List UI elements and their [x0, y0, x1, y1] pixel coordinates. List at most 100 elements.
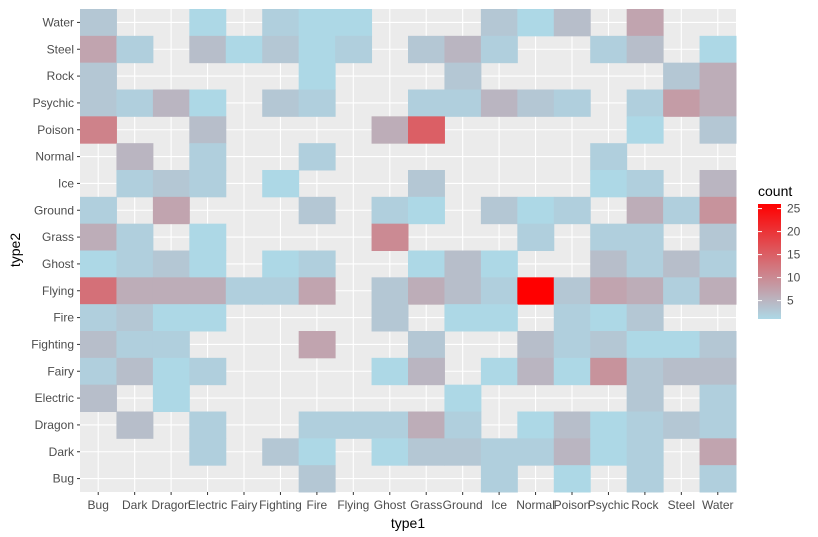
heatmap-cell	[480, 9, 518, 37]
heatmap-cell	[408, 411, 445, 439]
x-tick-label: Flying	[337, 498, 369, 512]
heatmap-cell	[480, 35, 518, 64]
heatmap-cell	[699, 223, 737, 251]
heatmap-cell	[408, 250, 445, 278]
heatmap-cell	[298, 331, 336, 359]
heatmap-cell	[116, 250, 154, 278]
heatmap-cell	[371, 223, 409, 251]
heatmap-cell	[444, 277, 482, 305]
x-tick-label: Fighting	[259, 498, 302, 512]
heatmap-cell	[553, 304, 591, 332]
heatmap-cell	[590, 438, 628, 466]
y-tick-label: Grass	[42, 230, 74, 244]
y-tick-label: Ice	[58, 176, 74, 190]
x-tick-label: Poison	[554, 498, 591, 512]
heatmap-cell	[517, 277, 555, 305]
heatmap-cell	[699, 116, 737, 144]
x-tick-label: Dark	[122, 498, 148, 512]
heatmap-cell	[553, 9, 591, 37]
heatmap-cell	[480, 196, 518, 225]
x-tick-label: Psychic	[588, 498, 629, 512]
heatmap-cell	[480, 89, 518, 117]
heatmap-cell	[189, 89, 227, 117]
heatmap-cell	[663, 196, 701, 225]
heatmap-cell	[298, 277, 336, 305]
heatmap-cell	[444, 89, 482, 117]
x-tick-label: Ghost	[374, 498, 407, 512]
heatmap-cell	[699, 170, 737, 198]
heatmap-cell	[80, 331, 117, 359]
heatmap-cell	[189, 277, 227, 305]
heatmap-cell	[699, 62, 737, 90]
heatmap-cell	[116, 304, 154, 332]
heatmap-cell	[626, 9, 664, 37]
heatmap-cell	[626, 384, 664, 412]
heatmap-cell	[444, 62, 482, 90]
x-tick-label: Grass	[410, 498, 442, 512]
y-tick-label: Bug	[53, 472, 74, 486]
heatmap-cell	[444, 411, 482, 439]
heatmap-cell	[553, 277, 591, 305]
heatmap-cell	[116, 143, 154, 171]
heatmap-cell	[152, 196, 190, 225]
heatmap-cell	[626, 170, 664, 198]
heatmap-cell	[408, 196, 445, 225]
x-axis-title: type1	[391, 515, 425, 531]
legend-label: 15	[787, 248, 801, 262]
heatmap-cell	[590, 250, 628, 278]
y-axis-title: type2	[7, 233, 23, 267]
y-tick-label: Fighting	[31, 337, 74, 351]
x-tick-label: Electric	[188, 498, 227, 512]
y-tick-label: Dark	[49, 445, 75, 459]
x-tick-label: Bug	[88, 498, 109, 512]
heatmap-cell	[590, 277, 628, 305]
x-tick-label: Steel	[668, 498, 695, 512]
heatmap-cell	[408, 89, 445, 117]
heatmap-cell	[699, 438, 737, 466]
heatmap-cell	[480, 465, 518, 493]
heatmap-cell	[444, 250, 482, 278]
heatmap-cell	[189, 143, 227, 171]
heatmap-cell	[116, 357, 154, 386]
y-tick-label: Poison	[37, 123, 74, 137]
heatmap-cell	[626, 35, 664, 64]
heatmap-cell	[626, 331, 664, 359]
heatmap-cell	[80, 223, 117, 251]
heatmap-cell	[590, 143, 628, 171]
heatmap-cell	[152, 250, 190, 278]
x-tick-label: Dragon	[151, 498, 190, 512]
heatmap-cell	[189, 35, 227, 64]
heatmap-cell	[189, 170, 227, 198]
heatmap-cell	[225, 277, 263, 305]
heatmap-cell	[80, 384, 117, 412]
y-tick-label: Fairy	[47, 364, 74, 378]
legend-title: count	[758, 183, 792, 199]
heatmap-cell	[189, 9, 227, 37]
y-tick-label: Ghost	[42, 257, 75, 271]
heatmap-cell	[699, 250, 737, 278]
heatmap-cell	[408, 170, 445, 198]
heatmap-cell	[480, 357, 518, 386]
heatmap-cell	[590, 411, 628, 439]
heatmap-cell	[444, 384, 482, 412]
heatmap-cell	[298, 438, 336, 466]
heatmap-cell	[517, 411, 555, 439]
heatmap-cell	[517, 89, 555, 117]
y-tick-label: Water	[42, 15, 74, 29]
heatmap-cell	[152, 89, 190, 117]
heatmap-cell	[626, 250, 664, 278]
heatmap-cell	[408, 35, 445, 64]
heatmap-cell	[152, 304, 190, 332]
heatmap-cell	[553, 411, 591, 439]
x-tick-label: Ground	[443, 498, 483, 512]
heatmap-cell	[371, 196, 409, 225]
heatmap-cell	[298, 89, 336, 117]
heatmap-cell	[626, 116, 664, 144]
heatmap-cell	[152, 331, 190, 359]
heatmap-cell	[626, 465, 664, 493]
heatmap-cell	[517, 331, 555, 359]
heatmap-cell	[80, 196, 117, 225]
heatmap-cell	[590, 331, 628, 359]
heatmap-cell	[517, 196, 555, 225]
